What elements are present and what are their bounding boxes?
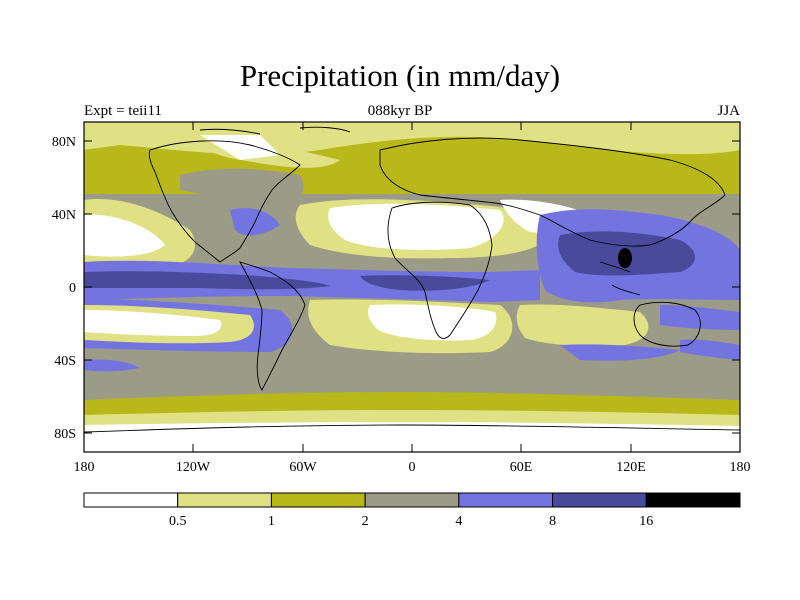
lon-label: 60E bbox=[510, 460, 533, 475]
lon-label: 180 bbox=[74, 460, 95, 475]
legend-swatch bbox=[177, 492, 272, 508]
legend-swatch bbox=[458, 492, 554, 508]
map-field bbox=[84, 122, 740, 452]
legend-label: 1 bbox=[268, 514, 275, 529]
map-subtitle: 088kyr BP bbox=[367, 103, 433, 119]
lat-label: 40N bbox=[52, 208, 76, 223]
lat-label: 0 bbox=[69, 281, 76, 296]
legend-label: 16 bbox=[639, 514, 653, 529]
season-label: JJA bbox=[717, 103, 740, 119]
experiment-label: Expt = teii11 bbox=[84, 103, 162, 119]
lon-label: 60W bbox=[289, 460, 317, 475]
color-legend bbox=[83, 492, 741, 508]
lon-label: 180 bbox=[730, 460, 751, 475]
lat-label: 40S bbox=[54, 354, 76, 369]
lon-label: 0 bbox=[409, 460, 416, 475]
legend-swatch bbox=[364, 492, 460, 508]
legend-swatch bbox=[552, 492, 647, 508]
legend-label: 2 bbox=[362, 514, 369, 529]
map-title: Precipitation (in mm/day) bbox=[239, 58, 561, 93]
legend-labels: 0.5 1 2 4 8 16 bbox=[169, 514, 653, 529]
lat-label: 80S bbox=[54, 427, 76, 442]
lon-label: 120E bbox=[616, 460, 646, 475]
coastlines bbox=[84, 126, 740, 433]
legend-label: 4 bbox=[455, 514, 462, 529]
legend-swatch bbox=[83, 492, 179, 508]
legend-swatch bbox=[270, 492, 366, 508]
lat-ticks bbox=[84, 140, 740, 434]
lon-ticks bbox=[83, 122, 741, 452]
legend-swatch bbox=[645, 492, 741, 508]
lon-label: 120W bbox=[176, 460, 211, 475]
legend-label: 8 bbox=[549, 514, 556, 529]
lat-label: 80N bbox=[52, 135, 76, 150]
legend-label: 0.5 bbox=[169, 514, 187, 529]
